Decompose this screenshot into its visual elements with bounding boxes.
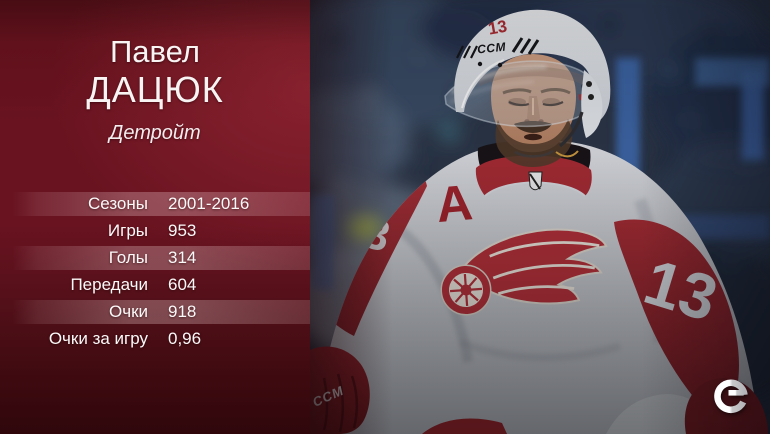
player-first-name: Павел: [110, 34, 200, 69]
stat-label: Очки за игру: [48, 329, 148, 348]
stat-row-seasons: Сезоны 2001-2016: [0, 192, 310, 216]
stat-label: Передачи: [70, 275, 148, 294]
stat-value: 2001-2016: [168, 194, 250, 213]
stat-row-goals: Голы 314: [0, 246, 310, 270]
player-title-block: Павел ДАЦЮК Детройт: [0, 36, 310, 145]
stats-table: Сезоны 2001-2016 Игры 953 Голы 314 Перед…: [0, 192, 310, 354]
stat-label: Голы: [108, 248, 148, 267]
player-last-name: ДАЦЮК: [86, 69, 224, 110]
stat-value: 604: [168, 275, 197, 294]
stat-row-assists: Передачи 604: [0, 273, 310, 297]
player-photo: 3 13: [310, 0, 770, 434]
sport-express-icon: [714, 379, 748, 414]
stats-panel: Павел ДАЦЮК Детройт Сезоны 2001-2016 Игр…: [0, 0, 310, 434]
stat-row-points-per-game: Очки за игру 0,96: [0, 327, 310, 351]
stat-row-games: Игры 953: [0, 219, 310, 243]
stat-label: Очки: [108, 302, 148, 321]
stat-label: Сезоны: [87, 194, 148, 213]
vignette-right: [310, 0, 770, 434]
stat-value: 918: [168, 302, 197, 321]
stat-value: 953: [168, 221, 197, 240]
stat-value: 0,96: [168, 329, 202, 348]
stat-label: Игры: [107, 221, 148, 240]
stat-row-points: Очки 918: [0, 300, 310, 324]
player-team: Детройт: [109, 122, 201, 144]
stat-value: 314: [168, 248, 197, 267]
